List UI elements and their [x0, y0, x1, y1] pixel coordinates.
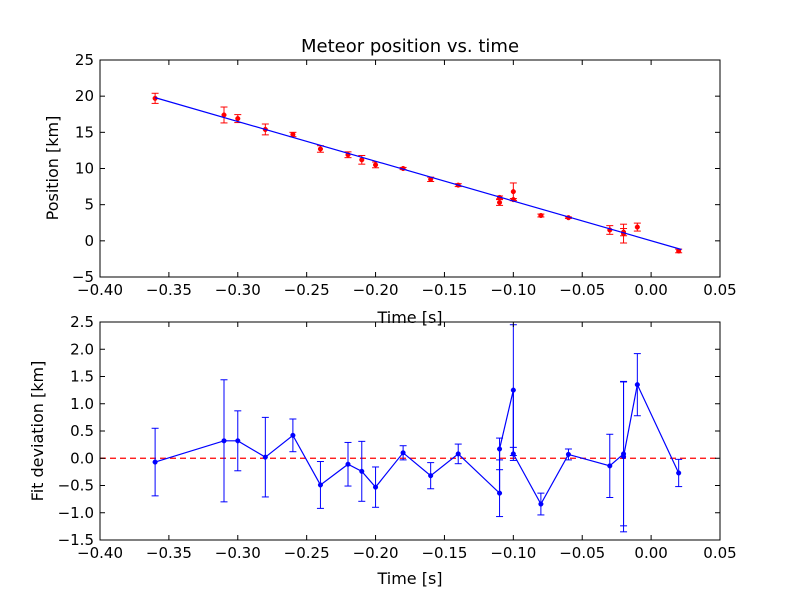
deviation-x-tick-label: −0.15	[421, 544, 467, 562]
deviation-data-point	[290, 432, 296, 438]
deviation-y-tick-label: 0.0	[70, 449, 94, 467]
deviation-y-tick-label: −0.5	[58, 477, 94, 495]
deviation-data-point	[510, 451, 516, 457]
position-x-tick-label: 0.00	[634, 281, 667, 299]
deviation-data-point	[373, 484, 379, 490]
position-y-tick-label: 15	[75, 123, 94, 141]
position-y-tick-label: 0	[84, 232, 94, 250]
position-data-point	[634, 224, 640, 230]
deviation-y-tick-label: −1.5	[58, 531, 94, 549]
deviation-data-point	[400, 450, 406, 456]
deviation-x-tick-label: −0.05	[559, 544, 605, 562]
deviation-x-tick-label: −0.20	[353, 544, 399, 562]
deviation-data-point	[565, 451, 571, 457]
deviation-x-axis-label: Time [s]	[376, 569, 442, 588]
deviation-data-point	[317, 482, 323, 488]
position-y-tick-label: 5	[84, 196, 94, 214]
deviation-data-point	[221, 438, 227, 444]
deviation-x-tick-label: −0.30	[215, 544, 261, 562]
position-data-point	[538, 212, 544, 219]
position-data-point	[497, 199, 503, 206]
deviation-y-tick-label: 0.5	[70, 422, 94, 440]
position-x-tick-label: 0.05	[703, 281, 736, 299]
deviation-data-point	[497, 446, 503, 452]
deviation-x-tick-label: 0.05	[703, 544, 736, 562]
deviation-x-tick-label: −0.10	[490, 544, 536, 562]
deviation-data-point	[345, 461, 351, 467]
position-x-tick-label: −0.40	[77, 281, 123, 299]
position-marks	[151, 92, 683, 254]
position-clipped-group	[151, 92, 683, 254]
deviation-data-point	[359, 468, 365, 474]
position-data-point	[373, 162, 379, 168]
deviation-y-tick-label: 2.5	[70, 313, 94, 331]
deviation-data-point	[538, 501, 544, 507]
position-data-point	[317, 146, 323, 152]
position-data-point	[235, 116, 241, 122]
deviation-data-point	[455, 451, 461, 457]
deviation-x-tick-label: 0.00	[634, 544, 667, 562]
position-x-tick-label: −0.35	[146, 281, 192, 299]
deviation-x-tick-label: −0.40	[77, 544, 123, 562]
position-panel: Meteor position vs. time −0.40 −0.35 −0.30…	[43, 36, 737, 327]
deviation-data-point	[510, 387, 516, 393]
position-y-tick-label: −5	[72, 268, 94, 286]
deviation-data-point	[235, 438, 241, 444]
position-x-tick-label: −0.15	[421, 281, 467, 299]
deviation-data-point	[621, 454, 627, 460]
position-y-axis-label: Position [km]	[43, 116, 62, 221]
deviation-y-tick-label: 2.0	[70, 340, 94, 358]
position-data-point	[290, 131, 296, 138]
position-fit-line	[154, 97, 682, 251]
position-chart-title: Meteor position vs. time	[301, 36, 519, 57]
position-x-axis-label: Time [s]	[376, 308, 442, 327]
deviation-x-tick-label: −0.25	[284, 544, 330, 562]
deviation-clipped-group	[100, 324, 720, 533]
deviation-data-point	[634, 382, 640, 388]
deviation-data-point	[262, 454, 268, 460]
deviation-panel: −0.40 −0.35 −0.30 −0.25 −0.20 −0.15 −0.10 −0.05…	[28, 313, 737, 588]
deviation-axis-ticks: −0.40 −0.35 −0.30 −0.25 −0.20 −0.15 −0.10 −0.05…	[58, 313, 737, 562]
position-data-point	[510, 189, 516, 195]
position-x-tick-label: −0.25	[284, 281, 330, 299]
deviation-y-tick-label: 1.5	[70, 368, 94, 386]
position-x-tick-label: −0.30	[215, 281, 261, 299]
position-x-tick-label: −0.10	[490, 281, 536, 299]
deviation-data-point	[152, 459, 158, 465]
deviation-y-tick-label: −1.0	[58, 504, 94, 522]
deviation-data-point	[607, 463, 613, 469]
deviation-y-tick-label: 1.0	[70, 395, 94, 413]
deviation-marks	[100, 324, 720, 533]
position-x-tick-label: −0.20	[353, 281, 399, 299]
deviation-data-point	[428, 473, 434, 479]
deviation-data-point	[497, 490, 503, 496]
deviation-data-point	[676, 470, 682, 476]
position-y-tick-label: 25	[75, 51, 94, 69]
position-x-tick-label: −0.05	[559, 281, 605, 299]
deviation-y-axis-label: Fit deviation [km]	[28, 361, 47, 502]
position-y-tick-label: 20	[75, 87, 94, 105]
deviation-x-tick-label: −0.35	[146, 544, 192, 562]
position-axis-ticks: −0.40 −0.35 −0.30 −0.25 −0.20 −0.15 −0.10 −0.05…	[72, 51, 737, 299]
position-y-tick-label: 10	[75, 160, 94, 178]
